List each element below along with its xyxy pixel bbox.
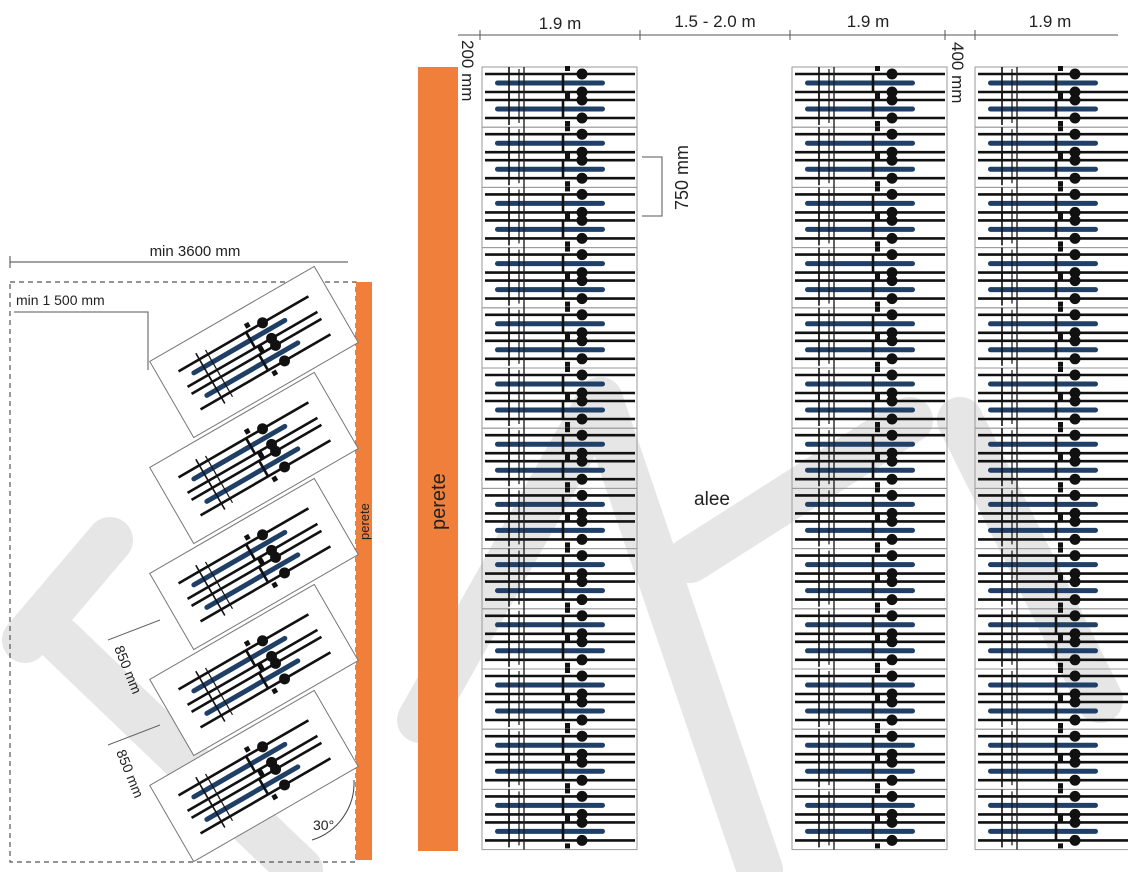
bike bbox=[976, 90, 1128, 128]
bike bbox=[483, 64, 637, 102]
min-depth-label: min 1 500 mm bbox=[16, 292, 105, 308]
bike bbox=[793, 692, 947, 730]
bike bbox=[976, 185, 1128, 222]
angled-bike-slot bbox=[149, 371, 359, 545]
spacing-label-2: 850 mm bbox=[113, 747, 147, 800]
bike bbox=[793, 245, 947, 282]
bike bbox=[483, 331, 637, 369]
bike bbox=[483, 271, 637, 308]
parking-slot bbox=[481, 788, 638, 851]
bike bbox=[793, 632, 947, 670]
bike bbox=[793, 150, 947, 188]
bike bbox=[793, 211, 947, 248]
bike bbox=[976, 305, 1128, 343]
bike bbox=[793, 606, 947, 644]
column-gap-label: 400 mm bbox=[948, 42, 967, 103]
bike bbox=[483, 90, 637, 128]
angled-bike-slot bbox=[149, 265, 359, 439]
bike bbox=[793, 124, 947, 162]
bike bbox=[483, 245, 637, 282]
bike bbox=[483, 787, 637, 824]
bike bbox=[793, 726, 947, 764]
bike bbox=[976, 211, 1128, 248]
bike bbox=[976, 124, 1128, 162]
angled-bike-slot bbox=[149, 477, 359, 651]
angled-bike-slot bbox=[149, 583, 359, 757]
bike bbox=[976, 245, 1128, 282]
bike bbox=[483, 813, 637, 850]
bike bbox=[483, 752, 637, 790]
bike bbox=[976, 726, 1128, 764]
bike bbox=[976, 271, 1128, 308]
bike bbox=[793, 331, 947, 369]
angled-bike-slot bbox=[149, 689, 359, 863]
bike bbox=[976, 787, 1128, 824]
left-angled-bikes bbox=[149, 265, 359, 863]
bike-column-3 bbox=[974, 64, 1128, 851]
aisle-width-label: 1.5 - 2.0 m bbox=[674, 12, 755, 31]
right-perpendicular-parking-diagram: 1.9 m 1.5 - 2.0 m 1.9 m 1.9 m perete 200… bbox=[418, 12, 1128, 851]
bike bbox=[793, 512, 947, 549]
bike bbox=[483, 692, 637, 730]
bike-column-1 bbox=[481, 64, 638, 851]
bike bbox=[976, 752, 1128, 790]
bike bbox=[793, 365, 947, 403]
bike bbox=[793, 572, 947, 609]
bike bbox=[976, 391, 1128, 429]
col1-width-label: 1.9 m bbox=[539, 14, 582, 33]
bike bbox=[976, 64, 1128, 102]
parking-slot bbox=[791, 788, 948, 851]
bike bbox=[793, 546, 947, 583]
col2-width-label: 1.9 m bbox=[847, 12, 890, 31]
bike-columns bbox=[481, 64, 1128, 851]
bike bbox=[793, 787, 947, 824]
left-wall bbox=[356, 282, 372, 860]
left-wall-label: perete bbox=[357, 503, 372, 540]
right-wall-label: perete bbox=[428, 473, 450, 530]
bike bbox=[483, 726, 637, 764]
aisle-label: alee bbox=[694, 489, 730, 510]
slot-pitch-label: 750 mm bbox=[672, 145, 692, 210]
bike bbox=[483, 666, 637, 704]
bike bbox=[976, 150, 1128, 188]
bike bbox=[976, 365, 1128, 403]
bike bbox=[793, 752, 947, 790]
bike bbox=[483, 606, 637, 644]
bike bbox=[483, 185, 637, 222]
left-angled-parking-diagram: min 3600 mm min 1 500 mm perete 850 mm 8… bbox=[9, 243, 372, 863]
bike bbox=[483, 211, 637, 248]
bike-column-2 bbox=[791, 64, 948, 851]
wall-gap-label: 200 mm bbox=[458, 40, 477, 101]
bike bbox=[793, 813, 947, 850]
bike bbox=[793, 185, 947, 222]
col3-width-label: 1.9 m bbox=[1029, 12, 1072, 31]
bike bbox=[976, 331, 1128, 369]
bike bbox=[483, 305, 637, 343]
bike bbox=[483, 124, 637, 162]
parking-slot bbox=[974, 788, 1128, 851]
min-width-label: min 3600 mm bbox=[150, 243, 241, 260]
bike bbox=[483, 632, 637, 670]
bike bbox=[976, 813, 1128, 850]
bike bbox=[793, 666, 947, 704]
bike bbox=[483, 150, 637, 188]
bike bbox=[793, 90, 947, 128]
bike bbox=[793, 271, 947, 308]
bike bbox=[793, 305, 947, 343]
bike bbox=[793, 64, 947, 102]
right-wall bbox=[418, 67, 458, 851]
angle-label: 30° bbox=[313, 817, 334, 833]
